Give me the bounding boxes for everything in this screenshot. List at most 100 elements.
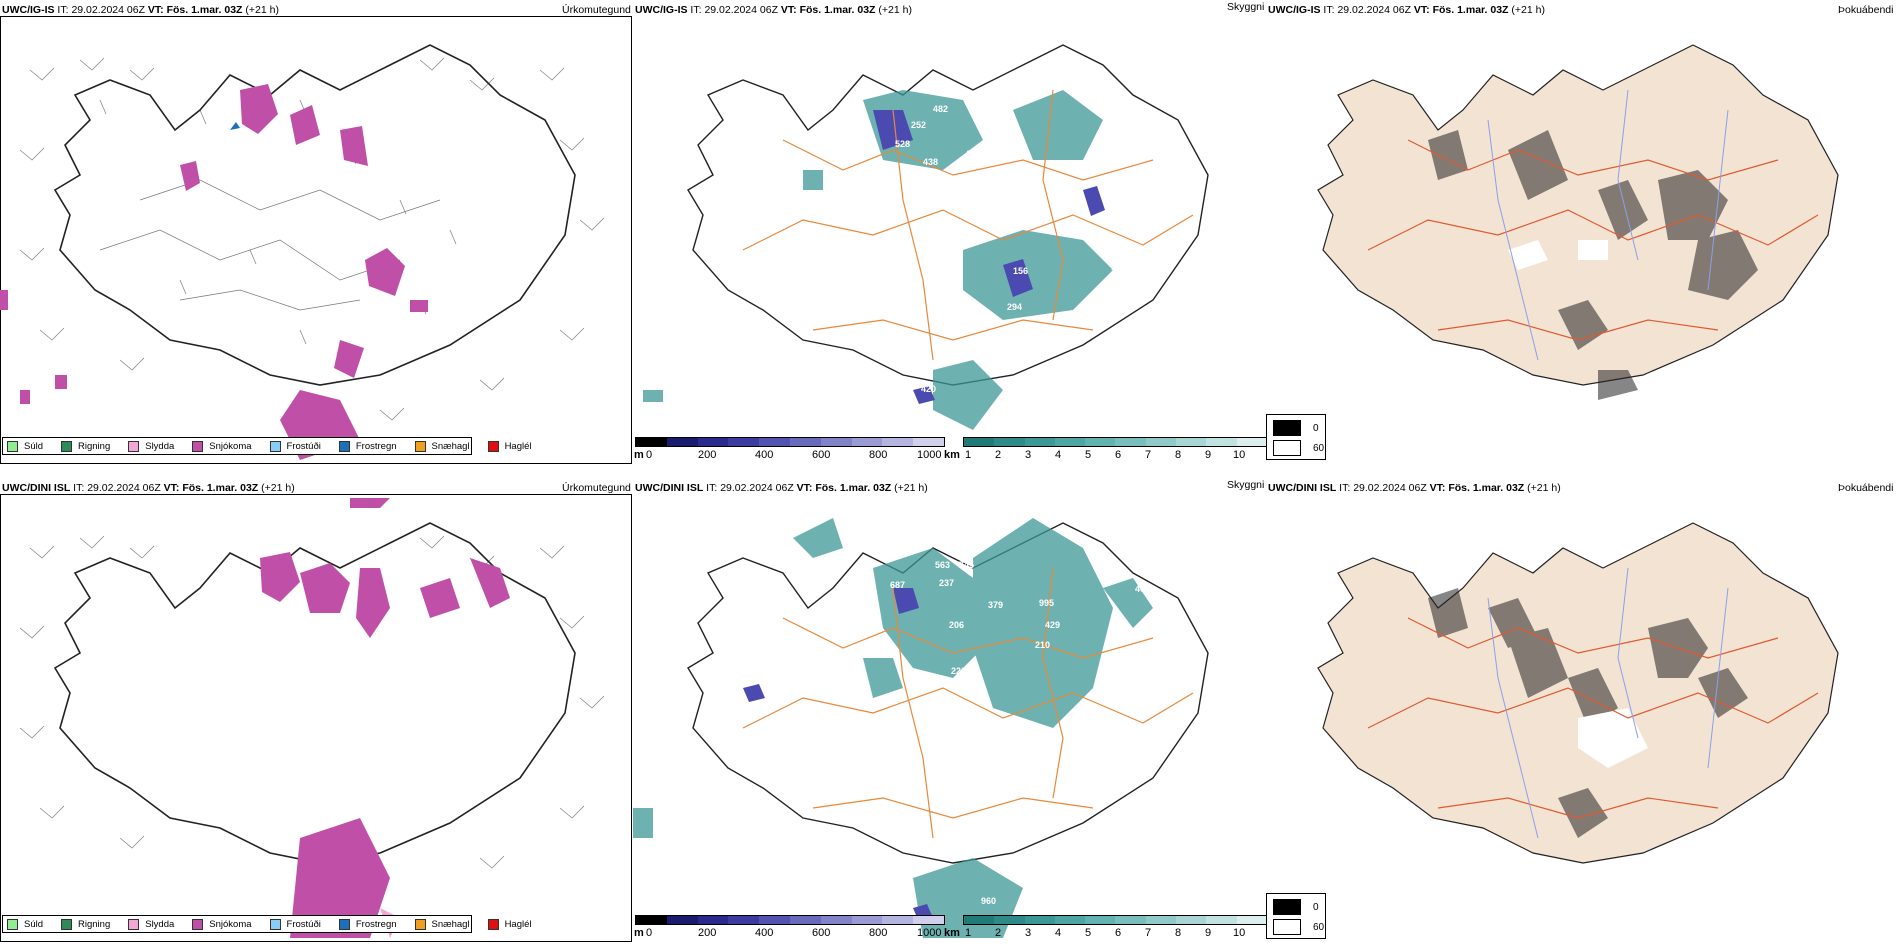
- tick-label: 3: [1025, 449, 1032, 461]
- tick-label: 10: [1233, 449, 1246, 461]
- legend-item: Snæhagl: [414, 918, 470, 930]
- tick-label: 8: [1175, 927, 1182, 939]
- legend-item: Frostúði: [269, 918, 321, 930]
- map-label: 687: [890, 580, 905, 590]
- legend-item: Rigning: [61, 918, 110, 930]
- visibility-panel-row1: UWC/IG-IS IT: 29.02.2024 06Z VT: Fös. 1.…: [633, 0, 1268, 470]
- tick-label: 400: [755, 449, 774, 461]
- map-label: 438: [923, 157, 938, 167]
- tick-label: 0: [646, 449, 653, 461]
- it-value: 29.02.2024 06Z: [71, 4, 145, 16]
- tick-label: 5: [1085, 927, 1092, 939]
- precip-panel-row2: UWC/DINI ISL IT: 29.02.2024 06Z VT: Fös.…: [0, 478, 635, 950]
- tick-label: 200: [698, 927, 717, 939]
- box-value: 0: [1313, 422, 1319, 434]
- panel-title: Skyggni: [1227, 1, 1265, 13]
- iceland-outline: [687, 44, 1209, 386]
- tick-label: 5: [1085, 449, 1092, 461]
- map-label: 995: [1039, 598, 1054, 608]
- map-label: 528: [895, 139, 910, 149]
- map-label: 400: [1135, 584, 1150, 594]
- legend-item: Slydda: [128, 440, 174, 452]
- tick-label: 800: [869, 927, 888, 939]
- vt-value: Fös. 1.mar. 03Z: [166, 4, 243, 16]
- vis-km-areas: [643, 90, 1113, 430]
- panel-header: UWC/DINI ISL IT: 29.02.2024 06Z VT: Fös.…: [635, 482, 928, 494]
- panel-title: Skyggni: [1227, 479, 1265, 491]
- tick-label: 7: [1145, 927, 1152, 939]
- visibility-map: 252 528 438 425 262 156 294 171 420 482: [643, 44, 1209, 430]
- tick-label: 1000: [917, 927, 942, 939]
- tick-label: 2: [995, 927, 1002, 939]
- tick-label: 600: [812, 449, 831, 461]
- it-label: IT:: [57, 4, 69, 16]
- panel-title: Þokuábendi: [1838, 482, 1894, 494]
- map-label: 420: [921, 384, 936, 394]
- legend-item: Frostregn: [338, 918, 397, 930]
- tick-label: 600: [812, 927, 831, 939]
- tick-label: 6: [1115, 927, 1122, 939]
- visibility-map: 56 563 745 687 237 379 206 995 429 210 4…: [633, 518, 1209, 938]
- vis-km-areas: [633, 518, 1153, 938]
- tick-label: 3: [1025, 927, 1032, 939]
- lead-time: (+21 h): [245, 4, 279, 16]
- iceland-outline: [53, 44, 576, 386]
- tick-label: 6: [1115, 449, 1122, 461]
- precip-legend: Súld Rigning Slydda Snjókoma Frostúði Fr…: [2, 437, 532, 455]
- map-label: 960: [981, 896, 996, 906]
- map-label: 379: [988, 600, 1003, 610]
- panel-title: Úrkomutegund: [562, 4, 631, 16]
- tick-label: 4: [1055, 927, 1062, 939]
- precip-map: [0, 44, 605, 460]
- vis-km-colorbar: [963, 915, 1268, 925]
- tick-label: 2: [995, 449, 1002, 461]
- vis-m-colorbar: [635, 437, 945, 447]
- map-label: 377: [873, 696, 888, 706]
- panel-header: UWC/IG-IS IT: 29.02.2024 06Z VT: Fös. 1.…: [635, 4, 912, 16]
- panel-header: UWC/DINI ISL IT: 29.02.2024 06Z VT: Fös.…: [1268, 482, 1561, 494]
- unit-m: m: [634, 927, 644, 939]
- map-label: 294: [1007, 302, 1022, 312]
- vis-m-colorbar: [635, 915, 945, 925]
- precip-map: [19, 498, 605, 938]
- tick-label: 1: [965, 449, 972, 461]
- tick-label: 9: [1205, 927, 1212, 939]
- map-label: 156: [1013, 266, 1028, 276]
- legend-item: Snæhagl: [414, 440, 470, 452]
- unit-km: km: [944, 927, 960, 939]
- map-label: 220: [951, 666, 966, 676]
- legend-item: Slydda: [128, 918, 174, 930]
- legend-item: Súld: [7, 918, 43, 930]
- visibility-panel-row2: UWC/DINI ISL IT: 29.02.2024 06Z VT: Fös.…: [633, 478, 1268, 950]
- snow-areas: [260, 498, 510, 938]
- map-label: 210: [1035, 640, 1050, 650]
- box-value: 60: [1313, 921, 1325, 933]
- legend-item: Rigning: [61, 440, 110, 452]
- map-label: 252: [911, 120, 926, 130]
- fog-areas: [1428, 588, 1748, 838]
- fog-box-legend: 0 60: [1266, 414, 1326, 460]
- tick-label: 7: [1145, 449, 1152, 461]
- fog-map: [1317, 522, 1839, 864]
- legend-item: Súld: [7, 440, 43, 452]
- tick-label: 10: [1233, 927, 1246, 939]
- map-label: 237: [939, 578, 954, 588]
- legend-item: Frostúði: [269, 440, 321, 452]
- map-label: 425: [965, 149, 980, 159]
- unit-m: m: [634, 449, 644, 461]
- map-label: 171: [1111, 262, 1126, 272]
- tick-label: 800: [869, 449, 888, 461]
- panel-header: UWC/DINI ISL IT: 29.02.2024 06Z VT: Fös.…: [2, 482, 295, 494]
- legend-item: Snjókoma: [192, 440, 252, 452]
- vt-label: VT:: [147, 4, 164, 16]
- model-name: UWC/IG-IS: [2, 4, 55, 16]
- precip-legend: Súld Rigning Slydda Snjókoma Frostúði Fr…: [2, 915, 532, 933]
- box-value: 60: [1313, 442, 1325, 454]
- tick-label: 1: [965, 927, 972, 939]
- legend-item: Haglél: [487, 440, 532, 452]
- precip-panel-row1: UWC/IG-IS IT: 29.02.2024 06Z VT: Fös. 1.…: [0, 0, 635, 470]
- panel-title: Úrkomutegund: [562, 482, 631, 494]
- box-value: 0: [1313, 901, 1319, 913]
- tick-label: 400: [755, 927, 774, 939]
- map-label: 482: [933, 104, 948, 114]
